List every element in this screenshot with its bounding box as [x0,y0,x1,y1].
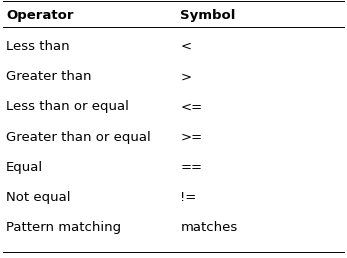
Text: Symbol: Symbol [180,9,236,22]
Text: >: > [180,70,192,83]
Text: Less than: Less than [6,40,70,53]
Text: Less than or equal: Less than or equal [6,100,129,113]
Text: Greater than or equal: Greater than or equal [6,131,151,143]
Text: Operator: Operator [6,9,74,22]
Text: <=: <= [180,100,203,113]
Text: matches: matches [180,221,238,234]
Text: !=: != [180,191,197,204]
Text: ==: == [180,161,202,174]
Text: <: < [180,40,192,53]
Text: Pattern matching: Pattern matching [6,221,121,234]
Text: Equal: Equal [6,161,43,174]
Text: Not equal: Not equal [6,191,71,204]
Text: Greater than: Greater than [6,70,92,83]
Text: >=: >= [180,131,203,143]
